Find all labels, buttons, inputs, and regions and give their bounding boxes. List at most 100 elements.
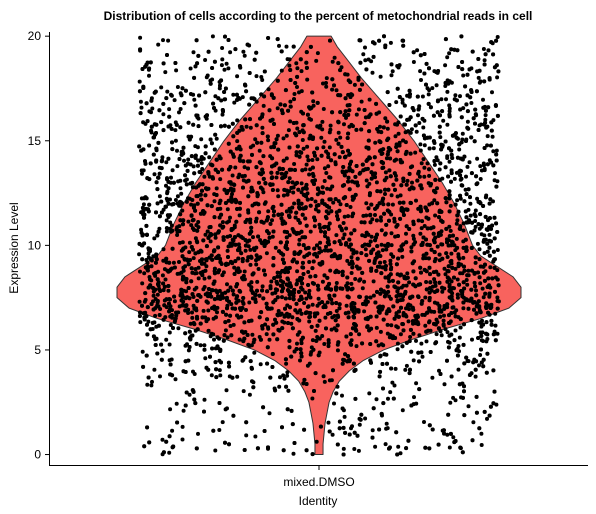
data-point (162, 318, 166, 322)
data-point (455, 246, 459, 250)
data-point (474, 293, 478, 297)
data-point (173, 319, 177, 323)
data-point (422, 134, 426, 138)
data-point (244, 238, 248, 242)
data-point (390, 231, 394, 235)
data-point (155, 352, 159, 356)
data-point (229, 150, 233, 154)
data-point (459, 34, 463, 38)
data-point (305, 448, 309, 452)
data-point (278, 167, 282, 171)
data-point (391, 304, 395, 308)
data-point (329, 209, 333, 213)
data-point (295, 342, 299, 346)
data-point (336, 93, 340, 97)
data-point (350, 255, 354, 259)
data-point (309, 45, 313, 49)
data-point (270, 156, 274, 160)
data-point (186, 359, 190, 363)
data-point (302, 301, 306, 305)
data-point (364, 214, 368, 218)
data-point (154, 147, 158, 151)
data-point (306, 158, 310, 162)
data-point (231, 174, 235, 178)
data-point (250, 153, 254, 157)
data-point (293, 441, 297, 445)
data-point (454, 329, 458, 333)
data-point (291, 180, 295, 184)
data-point (491, 135, 495, 139)
data-point (444, 227, 448, 231)
data-point (398, 201, 402, 205)
data-point (493, 312, 497, 316)
data-point (228, 234, 232, 238)
data-point (157, 287, 161, 291)
data-point (383, 178, 387, 182)
data-point (373, 155, 377, 159)
data-point (276, 148, 280, 152)
data-point (231, 122, 235, 126)
data-point (457, 368, 461, 372)
data-point (308, 315, 312, 319)
data-point (334, 138, 338, 142)
data-point (140, 169, 144, 173)
data-point (341, 362, 345, 366)
data-point (295, 181, 299, 185)
data-point (192, 164, 196, 168)
data-point (379, 130, 383, 134)
data-point (168, 343, 172, 347)
data-point (357, 78, 361, 82)
data-point (301, 138, 305, 142)
data-point (277, 385, 281, 389)
data-point (395, 262, 399, 266)
data-point (223, 320, 227, 324)
data-point (161, 273, 165, 277)
data-point (190, 266, 194, 270)
data-point (476, 57, 480, 61)
data-point (225, 306, 229, 310)
data-point (149, 278, 153, 282)
data-point (176, 326, 180, 330)
data-point (453, 93, 457, 97)
data-point (414, 276, 418, 280)
data-point (158, 172, 162, 176)
data-point (282, 269, 286, 273)
data-point (425, 269, 429, 273)
data-point (192, 98, 196, 102)
data-point (386, 323, 390, 327)
data-point (227, 319, 231, 323)
data-point (415, 48, 419, 52)
data-point (497, 299, 501, 303)
data-point (423, 313, 427, 317)
data-point (363, 220, 367, 224)
data-point (405, 284, 409, 288)
data-point (250, 367, 254, 371)
data-point (464, 215, 468, 219)
data-point (155, 180, 159, 184)
data-point (291, 326, 295, 330)
data-point (368, 358, 372, 362)
data-point (383, 233, 387, 237)
data-point (276, 79, 280, 83)
data-point (224, 313, 228, 317)
data-point (233, 166, 237, 170)
data-point (384, 442, 388, 446)
data-point (220, 63, 224, 67)
data-point (160, 166, 164, 170)
data-point (448, 209, 452, 213)
data-point (235, 118, 239, 122)
data-point (312, 182, 316, 186)
data-point (354, 128, 358, 132)
data-point (317, 353, 321, 357)
data-point (466, 73, 470, 77)
data-point (407, 118, 411, 122)
data-point (473, 284, 477, 288)
data-point (147, 144, 151, 148)
data-point (331, 433, 335, 437)
data-point (301, 213, 305, 217)
data-point (349, 343, 353, 347)
data-point (144, 298, 148, 302)
data-point (269, 284, 273, 288)
data-point (167, 115, 171, 119)
data-point (203, 348, 207, 352)
